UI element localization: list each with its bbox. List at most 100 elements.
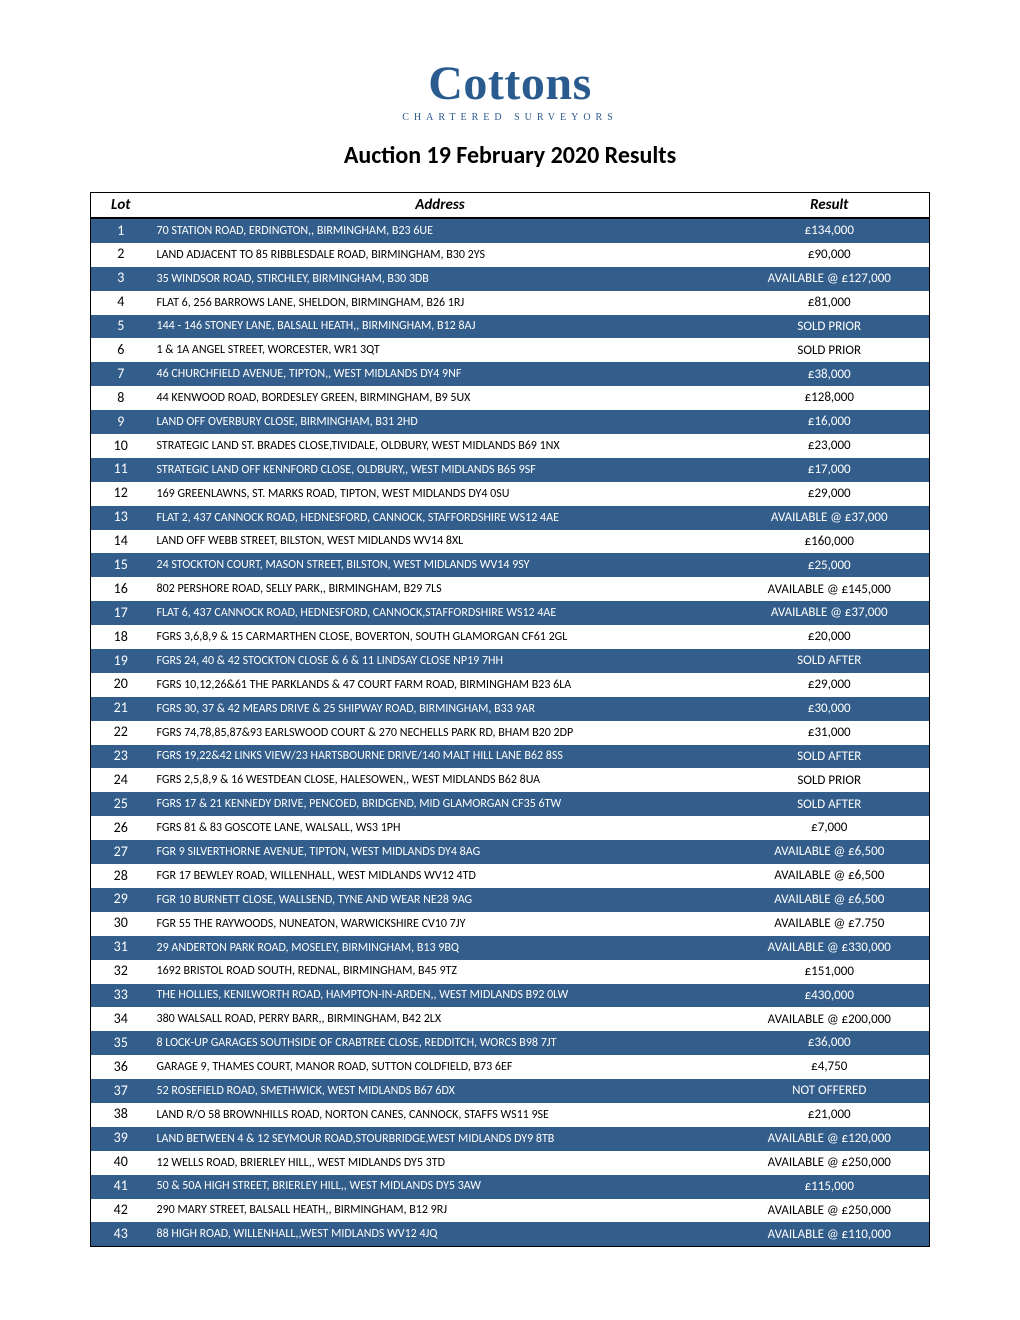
cell-address: THE HOLLIES, KENILWORTH ROAD, HAMPTON-IN… xyxy=(151,984,730,1008)
cell-address: FGRS 2,5,8,9 & 16 WESTDEAN CLOSE, HALESO… xyxy=(151,768,730,792)
cell-lot: 15 xyxy=(91,553,151,577)
cell-lot: 40 xyxy=(91,1151,151,1175)
table-row: 36GARAGE 9, THAMES COURT, MANOR ROAD, SU… xyxy=(91,1055,930,1079)
page-title: Auction 19 February 2020 Results xyxy=(90,141,930,170)
cell-address: 1 & 1A ANGEL STREET, WORCESTER, WR1 3QT xyxy=(151,338,730,362)
cell-result: £29,000 xyxy=(730,673,930,697)
cell-result: £160,000 xyxy=(730,530,930,554)
table-row: 42290 MARY STREET, BALSALL HEATH,, BIRMI… xyxy=(91,1199,930,1223)
table-row: 9LAND OFF OVERBURY CLOSE, BIRMINGHAM, B3… xyxy=(91,410,930,434)
cell-result: £151,000 xyxy=(730,960,930,984)
cell-result: AVAILABLE @ £6,500 xyxy=(730,864,930,888)
table-row: 39LAND BETWEEN 4 & 12 SEYMOUR ROAD,STOUR… xyxy=(91,1127,930,1151)
table-row: 17FLAT 6, 437 CANNOCK ROAD, HEDNESFORD, … xyxy=(91,601,930,625)
col-lot: Lot xyxy=(91,193,151,219)
cell-address: 88 HIGH ROAD, WILLENHALL,,WEST MIDLANDS … xyxy=(151,1222,730,1246)
logo-main: Cottons xyxy=(90,60,930,108)
cell-lot: 20 xyxy=(91,673,151,697)
cell-lot: 19 xyxy=(91,649,151,673)
table-row: 22FGRS 74,78,85,87&93 EARLSWOOD COURT & … xyxy=(91,721,930,745)
cell-result: £90,000 xyxy=(730,243,930,267)
table-row: 20FGRS 10,12,26&61 THE PARKLANDS & 47 CO… xyxy=(91,673,930,697)
cell-lot: 16 xyxy=(91,577,151,601)
table-row: 12169 GREENLAWNS, ST. MARKS ROAD, TIPTON… xyxy=(91,482,930,506)
cell-address: 35 WINDSOR ROAD, STIRCHLEY, BIRMINGHAM, … xyxy=(151,267,730,291)
cell-address: FGRS 3,6,8,9 & 15 CARMARTHEN CLOSE, BOVE… xyxy=(151,625,730,649)
cell-result: £17,000 xyxy=(730,458,930,482)
cell-result: £16,000 xyxy=(730,410,930,434)
table-row: 21FGRS 30, 37 & 42 MEARS DRIVE & 25 SHIP… xyxy=(91,697,930,721)
cell-result: £134,000 xyxy=(730,218,930,243)
cell-address: LAND OFF WEBB STREET, BILSTON, WEST MIDL… xyxy=(151,530,730,554)
cell-result: AVAILABLE @ £250,000 xyxy=(730,1199,930,1223)
cell-address: 8 LOCK-UP GARAGES SOUTHSIDE OF CRABTREE … xyxy=(151,1031,730,1055)
cell-address: 1692 BRISTOL ROAD SOUTH, REDNAL, BIRMING… xyxy=(151,960,730,984)
table-row: 34380 WALSALL ROAD, PERRY BARR,, BIRMING… xyxy=(91,1007,930,1031)
cell-result: SOLD AFTER xyxy=(730,649,930,673)
cell-address: 52 ROSEFIELD ROAD, SMETHWICK, WEST MIDLA… xyxy=(151,1079,730,1103)
cell-result: £128,000 xyxy=(730,386,930,410)
cell-address: 46 CHURCHFIELD AVENUE, TIPTON,, WEST MID… xyxy=(151,362,730,386)
cell-address: GARAGE 9, THAMES COURT, MANOR ROAD, SUTT… xyxy=(151,1055,730,1079)
cell-address: 169 GREENLAWNS, ST. MARKS ROAD, TIPTON, … xyxy=(151,482,730,506)
table-row: 4FLAT 6, 256 BARROWS LANE, SHELDON, BIRM… xyxy=(91,291,930,315)
cell-result: AVAILABLE @ £37,000 xyxy=(730,601,930,625)
cell-result: AVAILABLE @ £250,000 xyxy=(730,1151,930,1175)
cell-lot: 10 xyxy=(91,434,151,458)
cell-result: £23,000 xyxy=(730,434,930,458)
cell-lot: 41 xyxy=(91,1175,151,1199)
results-table: Lot Address Result 170 STATION ROAD, ERD… xyxy=(90,192,930,1247)
cell-address: 70 STATION ROAD, ERDINGTON,, BIRMINGHAM,… xyxy=(151,218,730,243)
cell-lot: 30 xyxy=(91,912,151,936)
cell-address: FGR 9 SILVERTHORNE AVENUE, TIPTON, WEST … xyxy=(151,840,730,864)
cell-lot: 28 xyxy=(91,864,151,888)
cell-address: FGRS 24, 40 & 42 STOCKTON CLOSE & 6 & 11… xyxy=(151,649,730,673)
table-header-row: Lot Address Result xyxy=(91,193,930,219)
cell-lot: 9 xyxy=(91,410,151,434)
cell-lot: 24 xyxy=(91,768,151,792)
cell-result: AVAILABLE @ £37,000 xyxy=(730,506,930,530)
cell-lot: 22 xyxy=(91,721,151,745)
cell-result: SOLD AFTER xyxy=(730,745,930,769)
cell-address: FLAT 2, 437 CANNOCK ROAD, HEDNESFORD, CA… xyxy=(151,506,730,530)
table-row: 61 & 1A ANGEL STREET, WORCESTER, WR1 3QT… xyxy=(91,338,930,362)
cell-lot: 3 xyxy=(91,267,151,291)
table-row: 358 LOCK-UP GARAGES SOUTHSIDE OF CRABTRE… xyxy=(91,1031,930,1055)
cell-result: AVAILABLE @ £6,500 xyxy=(730,888,930,912)
cell-lot: 39 xyxy=(91,1127,151,1151)
cell-result: £21,000 xyxy=(730,1103,930,1127)
cell-lot: 4 xyxy=(91,291,151,315)
cell-lot: 21 xyxy=(91,697,151,721)
cell-lot: 1 xyxy=(91,218,151,243)
cell-result: £4,750 xyxy=(730,1055,930,1079)
cell-address: LAND ADJACENT TO 85 RIBBLESDALE ROAD, BI… xyxy=(151,243,730,267)
cell-lot: 13 xyxy=(91,506,151,530)
cell-address: 380 WALSALL ROAD, PERRY BARR,, BIRMINGHA… xyxy=(151,1007,730,1031)
table-row: 23FGRS 19,22&42 LINKS VIEW/23 HARTSBOURN… xyxy=(91,745,930,769)
cell-lot: 32 xyxy=(91,960,151,984)
cell-lot: 25 xyxy=(91,792,151,816)
cell-result: £25,000 xyxy=(730,553,930,577)
cell-address: 12 WELLS ROAD, BRIERLEY HILL,, WEST MIDL… xyxy=(151,1151,730,1175)
logo: Cottons CHARTERED SURVEYORS xyxy=(90,60,930,123)
cell-lot: 31 xyxy=(91,936,151,960)
cell-lot: 2 xyxy=(91,243,151,267)
page: Cottons CHARTERED SURVEYORS Auction 19 F… xyxy=(0,0,1020,1287)
cell-lot: 42 xyxy=(91,1199,151,1223)
cell-address: FGRS 74,78,85,87&93 EARLSWOOD COURT & 27… xyxy=(151,721,730,745)
cell-lot: 14 xyxy=(91,530,151,554)
table-row: 30FGR 55 THE RAYWOODS, NUNEATON, WARWICK… xyxy=(91,912,930,936)
cell-address: FLAT 6, 256 BARROWS LANE, SHELDON, BIRMI… xyxy=(151,291,730,315)
col-address: Address xyxy=(151,193,730,219)
cell-result: £30,000 xyxy=(730,697,930,721)
table-row: 16802 PERSHORE ROAD, SELLY PARK,, BIRMIN… xyxy=(91,577,930,601)
cell-address: FGRS 10,12,26&61 THE PARKLANDS & 47 COUR… xyxy=(151,673,730,697)
cell-result: NOT OFFERED xyxy=(730,1079,930,1103)
cell-address: STRATEGIC LAND ST. BRADES CLOSE,TIVIDALE… xyxy=(151,434,730,458)
cell-result: SOLD PRIOR xyxy=(730,768,930,792)
table-row: 2LAND ADJACENT TO 85 RIBBLESDALE ROAD, B… xyxy=(91,243,930,267)
cell-address: FGR 17 BEWLEY ROAD, WILLENHALL, WEST MID… xyxy=(151,864,730,888)
cell-address: LAND BETWEEN 4 & 12 SEYMOUR ROAD,STOURBR… xyxy=(151,1127,730,1151)
table-row: 14LAND OFF WEBB STREET, BILSTON, WEST MI… xyxy=(91,530,930,554)
cell-address: FGRS 17 & 21 KENNEDY DRIVE, PENCOED, BRI… xyxy=(151,792,730,816)
